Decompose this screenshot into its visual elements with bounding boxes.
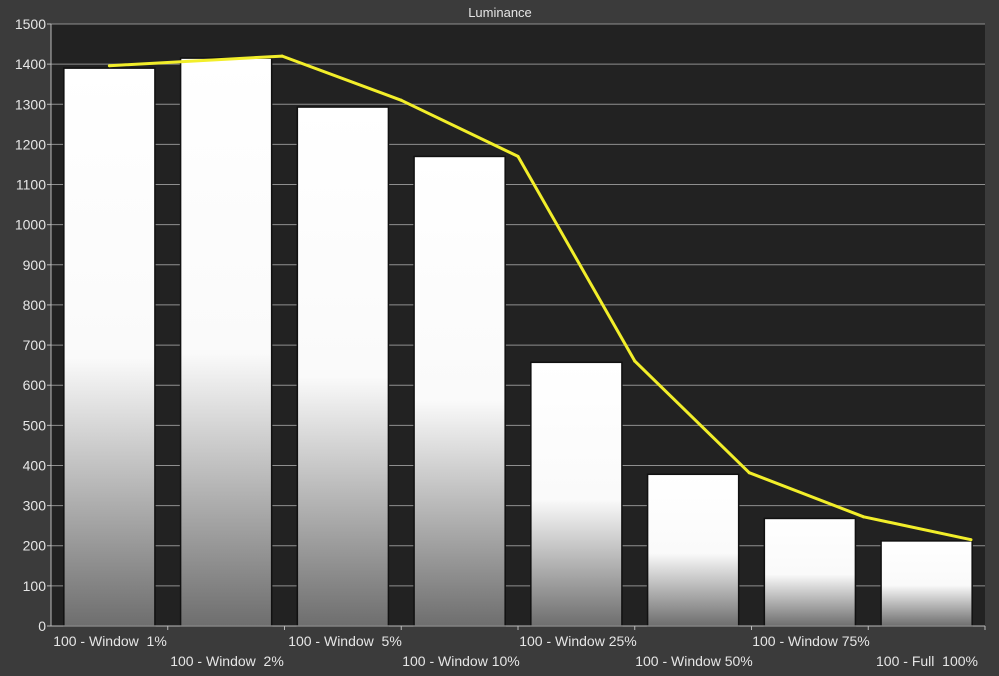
x-tick-label: 100 - Window 1%: [53, 633, 167, 649]
line-point: [516, 154, 520, 158]
x-tick-label: 100 - Window 50%: [635, 653, 753, 669]
y-tick-label: 400: [23, 457, 47, 473]
bar: [530, 361, 623, 627]
line-point: [747, 471, 751, 475]
x-tick-label: 100 - Window 10%: [402, 653, 520, 669]
line-point: [633, 359, 637, 363]
line-point: [399, 98, 403, 102]
bar-series: [63, 57, 973, 627]
x-tick-label: 100 - Window 75%: [752, 633, 870, 649]
x-axis: 100 - Window 1%100 - Window 2%100 - Wind…: [53, 626, 986, 669]
luminance-line: [109, 54, 972, 542]
line-point: [969, 538, 973, 542]
bar: [646, 473, 740, 627]
y-tick-label: 300: [23, 498, 47, 514]
y-tick-label: 100: [23, 578, 47, 594]
y-tick-label: 1100: [16, 177, 46, 193]
bar: [763, 517, 857, 627]
y-tick-label: 0: [38, 618, 46, 634]
chart-title: Luminance: [468, 5, 532, 20]
bar: [63, 67, 156, 627]
y-tick-label: 700: [23, 337, 47, 353]
y-tick-label: 1000: [15, 217, 46, 233]
bar: [880, 540, 973, 627]
y-tick-label: 600: [23, 377, 47, 393]
line-point: [107, 64, 111, 68]
y-axis: 0 100 200 300 400 500 600 700 800 900 1000 1100 1200…: [15, 16, 985, 634]
bar: [296, 106, 390, 627]
x-tick-label: 100 - Window 25%: [519, 633, 637, 649]
y-tick-label: 1200: [15, 136, 46, 152]
x-tick-label: 100 - Full 100%: [876, 653, 978, 669]
y-tick-label: 200: [23, 538, 47, 554]
line-point: [862, 515, 866, 519]
x-tick-label: 100 - Window 5%: [288, 633, 402, 649]
y-tick-label: 800: [23, 297, 47, 313]
y-tick-label: 1400: [15, 56, 46, 72]
bar: [179, 57, 273, 627]
y-tick-label: 1500: [15, 16, 46, 32]
y-tick-label: 1300: [15, 96, 46, 112]
y-tick-label: 900: [23, 257, 47, 273]
x-tick-label: 100 - Window 2%: [170, 653, 284, 669]
bar: [413, 155, 506, 627]
y-tick-label: 500: [23, 417, 47, 433]
line-point: [280, 54, 284, 58]
line-series: [107, 54, 973, 542]
